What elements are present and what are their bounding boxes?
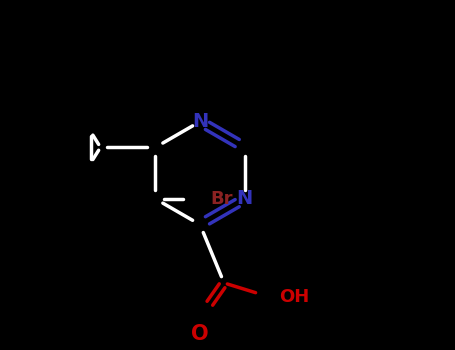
- Text: Br: Br: [210, 190, 233, 208]
- Text: N: N: [192, 112, 208, 131]
- Text: OH: OH: [279, 288, 309, 306]
- Text: O: O: [191, 324, 209, 344]
- Text: N: N: [237, 189, 253, 208]
